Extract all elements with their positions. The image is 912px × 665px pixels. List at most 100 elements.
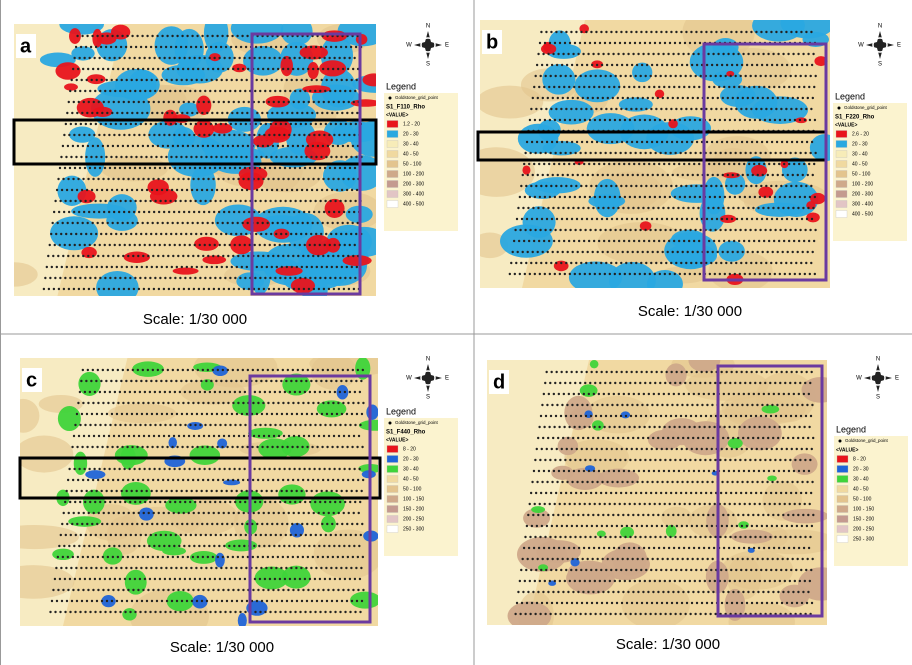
legend-swatch [837, 466, 848, 473]
anomaly [147, 531, 182, 551]
legend-label: 40 - 50 [403, 476, 419, 482]
legend-swatch [836, 141, 847, 148]
legend-swatch [387, 476, 398, 483]
anomaly [602, 548, 650, 580]
legend-swatch [836, 131, 847, 138]
legend-point [838, 107, 841, 110]
legend-swatch [387, 486, 398, 493]
map [487, 349, 844, 642]
legend-swatch [387, 151, 398, 158]
legend-label: 250 - 300 [403, 526, 424, 532]
anomaly [212, 365, 227, 376]
anomaly [738, 416, 782, 450]
legend-label: 400 - 500 [852, 211, 873, 217]
legend-label: 50 - 100 [403, 161, 422, 167]
anomaly [74, 452, 87, 475]
anomaly [522, 165, 530, 174]
anomaly [326, 238, 340, 253]
legend-swatch [387, 201, 398, 208]
legend-swatch [387, 191, 398, 198]
legend-label: 1.2 - 20 [403, 121, 420, 127]
anomaly [248, 428, 283, 439]
legend-label: 300 - 400 [852, 201, 873, 207]
panel-letter: a [20, 35, 32, 57]
anomaly [97, 32, 117, 44]
legend-swatch [387, 506, 398, 513]
legend-point-label: Goldstone_grid_point [844, 105, 888, 110]
legend-swatch [387, 131, 398, 138]
legend-label: 20 - 30 [853, 466, 869, 472]
compass-letter: S [876, 395, 880, 401]
legend-label: 30 - 40 [853, 476, 869, 482]
page: a Scale: 1/30 000 N S E W Legend Goldstone_grid… [0, 0, 912, 665]
legend-title: Legend [836, 424, 866, 434]
anomaly [64, 83, 78, 90]
anomaly [52, 549, 74, 560]
legend-label: 8 - 20 [853, 456, 866, 462]
anomaly [531, 506, 545, 513]
legend-swatch [387, 181, 398, 188]
anomaly [275, 266, 302, 276]
anomaly [337, 385, 349, 400]
map-zone [311, 354, 357, 390]
anomaly [558, 437, 579, 455]
anomaly [258, 438, 291, 459]
legend-point-label: Goldstone_grid_point [395, 420, 439, 425]
legend-label: 40 - 50 [852, 161, 868, 167]
legend-label: 100 - 150 [853, 506, 874, 512]
legend-value: <VALUE> [386, 112, 408, 118]
anomaly [101, 595, 115, 607]
anomaly [523, 206, 556, 238]
anomaly [620, 527, 634, 538]
scale-label: Scale: 1/30 000 [143, 311, 247, 328]
anomaly [762, 405, 780, 414]
anomaly [167, 591, 194, 611]
legend-swatch [387, 526, 398, 533]
anomaly [597, 531, 606, 537]
anomaly [542, 64, 575, 94]
legend-label: 150 - 200 [403, 506, 424, 512]
legend-point [389, 422, 392, 425]
legend-label: 50 - 100 [852, 171, 871, 177]
map-zone [476, 86, 543, 119]
legend-value: <VALUE> [835, 122, 857, 128]
anomaly [215, 553, 225, 568]
legend-swatch [837, 496, 848, 503]
anomaly [173, 267, 199, 274]
legend-swatch [836, 171, 847, 178]
compass-letter: N [426, 357, 430, 363]
anomaly [232, 64, 246, 73]
compass-letter: W [406, 43, 412, 49]
legend-swatch [837, 486, 848, 493]
compass-letter: E [445, 43, 449, 49]
anomaly [238, 613, 247, 628]
anomaly [55, 62, 80, 80]
legend-label: 250 - 300 [853, 536, 874, 542]
legend-layer: S1_F220_Rho [835, 115, 875, 121]
legend-swatch [837, 506, 848, 513]
legend-swatch [387, 161, 398, 168]
anomaly [590, 360, 599, 368]
legend-swatch [387, 141, 398, 148]
anomaly [366, 404, 378, 419]
anomaly [302, 85, 330, 93]
legend-point-label: Goldstone_grid_point [845, 438, 889, 443]
compass-letter: W [858, 43, 864, 49]
compass-letter: E [895, 376, 899, 382]
map [458, 5, 840, 300]
map-zone [15, 436, 73, 473]
legend-label: 200 - 300 [403, 181, 424, 187]
legend-swatch [836, 161, 847, 168]
anomaly [278, 484, 305, 504]
legend-label: 40 - 50 [403, 151, 419, 157]
anomaly [343, 255, 372, 266]
anomaly [291, 278, 315, 293]
map [0, 347, 394, 644]
legend-swatch [837, 476, 848, 483]
anomaly [243, 46, 283, 76]
legend-label: 20 - 30 [852, 141, 868, 147]
map [0, 13, 398, 309]
legend-swatch [837, 536, 848, 543]
anomaly [767, 475, 777, 481]
compass-letter: E [897, 43, 901, 49]
